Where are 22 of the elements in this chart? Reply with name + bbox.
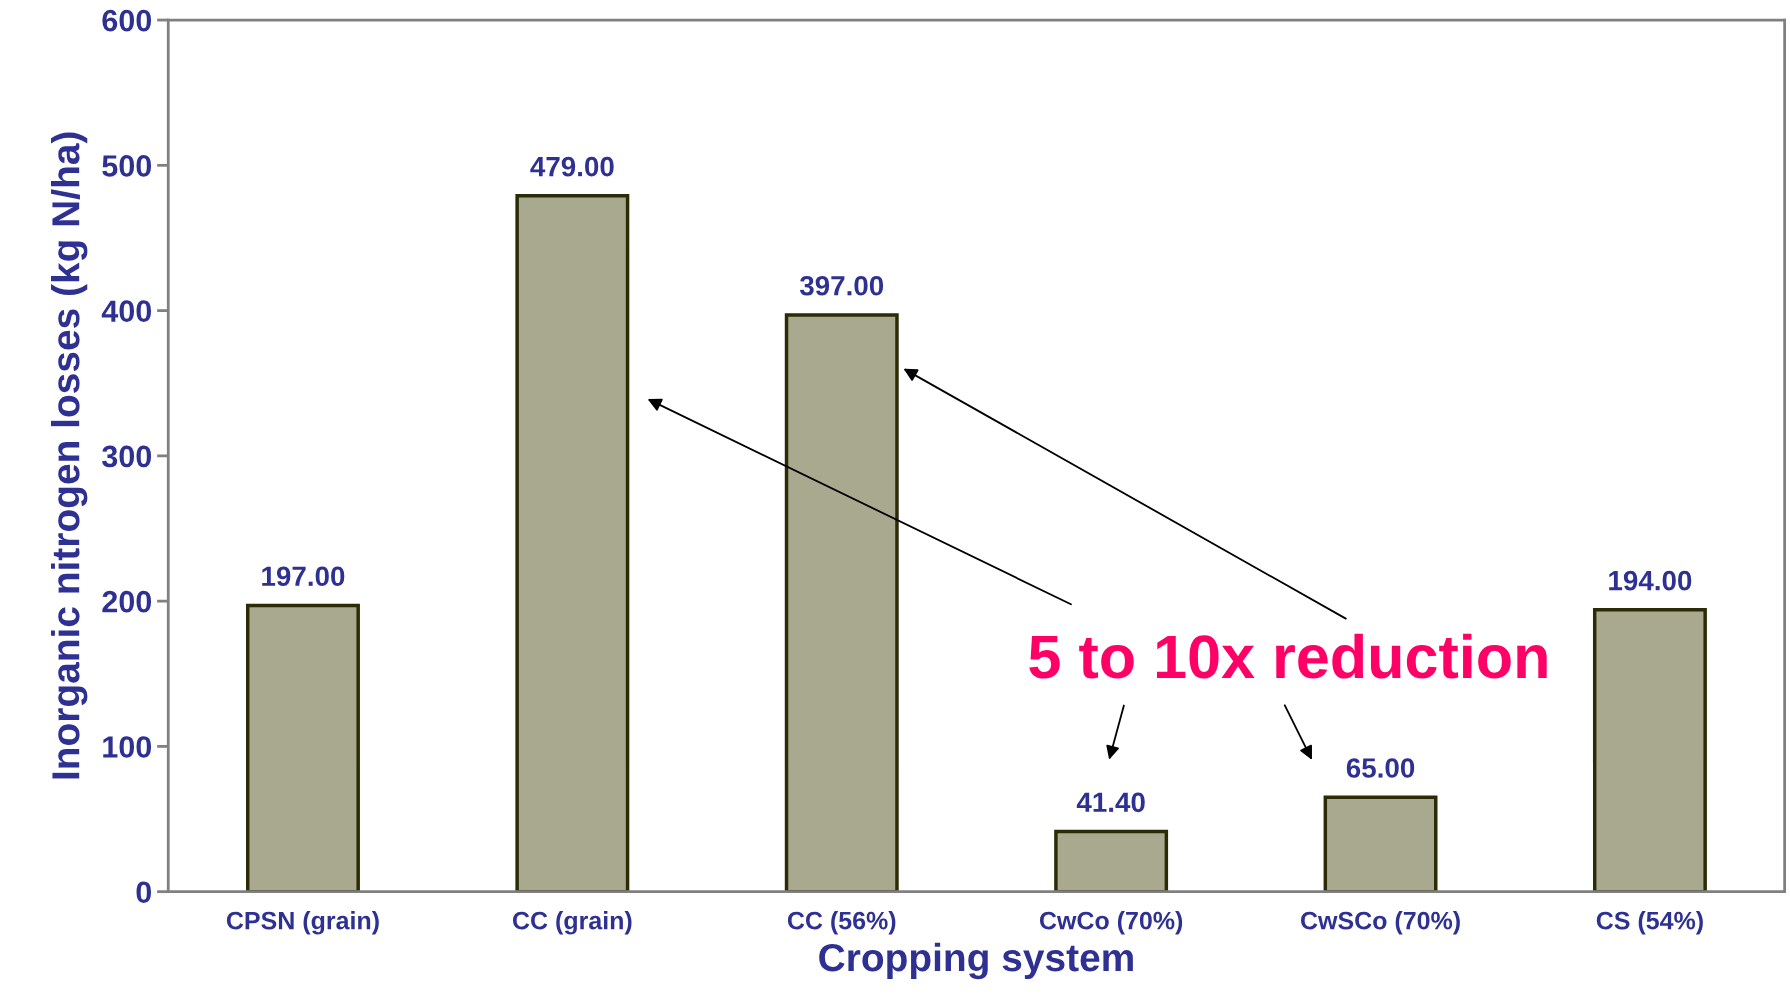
y-tick-label: 300 bbox=[102, 445, 152, 468]
x-tick-label: CwCo (70%) bbox=[1039, 911, 1183, 935]
x-axis-title: Cropping system bbox=[819, 942, 1133, 980]
data-label: 397.00 bbox=[799, 275, 884, 296]
annotation: 5 to 10x reduction bbox=[1029, 633, 1547, 679]
data-label: 41.40 bbox=[1076, 792, 1145, 813]
data-label: 479.00 bbox=[530, 156, 614, 177]
y-tick-label: 500 bbox=[102, 155, 152, 177]
data-label: 65.00 bbox=[1346, 758, 1415, 778]
data-label: 194.00 bbox=[1609, 570, 1692, 591]
data-label: 197.00 bbox=[262, 566, 345, 587]
x-tick-label: CC (56%) bbox=[787, 911, 896, 935]
x-tick-label: CwSCo (70%) bbox=[1301, 911, 1460, 935]
y-tick-label: 100 bbox=[103, 736, 152, 758]
y-axis-title: Inorganic nitrogen losses (kg N/ha) bbox=[51, 132, 88, 779]
x-tick-label: CC (grain) bbox=[512, 911, 632, 935]
y-tick-label: 200 bbox=[102, 590, 152, 613]
x-tick-label: CPSN (grain) bbox=[226, 911, 379, 935]
y-tick-label: 400 bbox=[101, 300, 152, 322]
x-tick-label: CS (54%) bbox=[1596, 911, 1703, 935]
y-tick-label: 600 bbox=[102, 9, 152, 32]
y-tick-label: 0 bbox=[136, 881, 152, 904]
